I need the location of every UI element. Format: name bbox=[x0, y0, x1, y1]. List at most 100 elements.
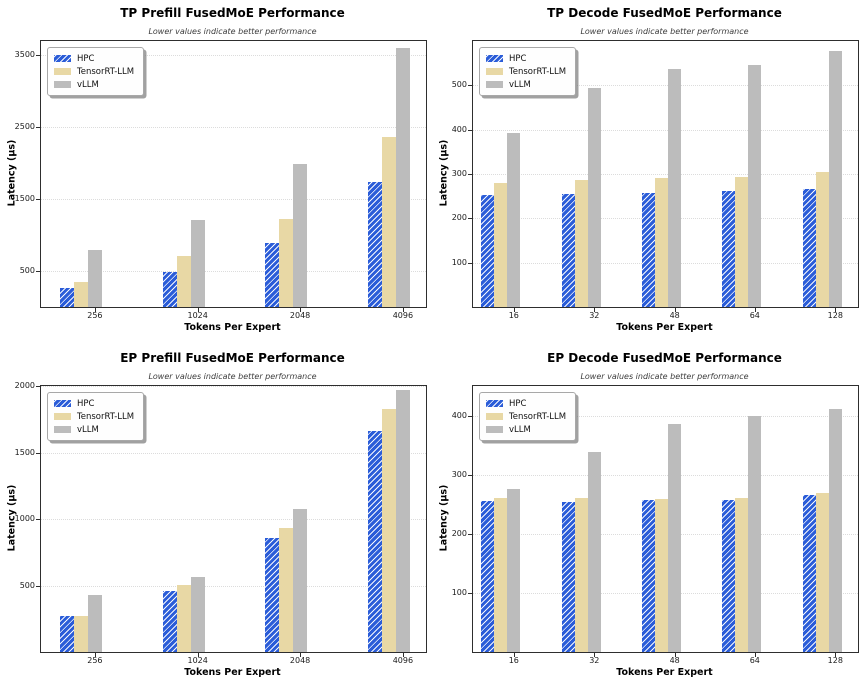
bar-tensorrt-llm-2048 bbox=[279, 527, 294, 652]
x-tick-mark bbox=[513, 307, 515, 312]
bar-vllm-16 bbox=[507, 489, 521, 652]
x-tick-label: 4096 bbox=[392, 656, 414, 665]
y-tick-label: 300 bbox=[451, 169, 467, 178]
bar-tensorrt-llm-1024 bbox=[176, 584, 191, 652]
y-tick-label: 1000 bbox=[14, 514, 35, 523]
legend-swatch-hpc bbox=[54, 400, 71, 407]
legend-label: vLLM bbox=[509, 424, 531, 435]
legend: HPC TensorRT-LLM vLLM bbox=[479, 47, 577, 96]
legend-swatch-hpc bbox=[54, 55, 71, 62]
legend-item-hpc: HPC bbox=[486, 397, 566, 410]
y-tick-mark bbox=[468, 174, 473, 175]
bar-vllm-128 bbox=[828, 409, 842, 652]
y-tick-mark bbox=[36, 386, 41, 387]
plot-area: 500 1000 1500 2000 256 1024 2048 4096 HPC TensorR… bbox=[15, 382, 427, 665]
bar-hpc-1024 bbox=[162, 272, 177, 307]
gridline bbox=[41, 127, 426, 129]
x-tick-label: 256 bbox=[87, 656, 103, 665]
legend-label: HPC bbox=[509, 398, 527, 409]
y-tick-mark bbox=[36, 271, 41, 273]
x-tick-label: 64 bbox=[749, 311, 760, 320]
legend-item-tensorrt-llm: TensorRT-LLM bbox=[54, 410, 134, 423]
bar-tensorrt-llm-16 bbox=[494, 498, 508, 652]
bar-hpc-128 bbox=[802, 189, 816, 307]
plot-area: 100 200 300 400 500 16 32 48 64 128 HPC TensorRT-LL… bbox=[452, 40, 859, 320]
bar-vllm-4096 bbox=[395, 48, 410, 307]
legend-label: HPC bbox=[509, 53, 527, 64]
bar-tensorrt-llm-4096 bbox=[381, 137, 396, 307]
plot-area: 500 1500 2500 3500 256 1024 2048 4096 HPC TensorR… bbox=[15, 40, 427, 320]
y-tick-label: 100 bbox=[451, 587, 467, 597]
chart-subtitle: Lower values indicate better performance bbox=[580, 27, 749, 36]
bar-tensorrt-llm-1024 bbox=[176, 255, 191, 307]
bar-vllm-1024 bbox=[190, 219, 205, 307]
bar-hpc-2048 bbox=[265, 537, 280, 652]
chart-ep-prefill: EP Prefill FusedMoE Performance Lower va… bbox=[0, 345, 432, 690]
bar-vllm-2048 bbox=[293, 164, 308, 307]
y-tick-mark bbox=[468, 85, 473, 87]
x-tick-mark bbox=[674, 307, 676, 312]
bar-tensorrt-llm-64 bbox=[735, 176, 749, 307]
x-tick-label: 4096 bbox=[392, 311, 414, 320]
bar-vllm-4096 bbox=[395, 390, 410, 652]
legend-swatch-tensorrt-llm bbox=[486, 413, 503, 420]
x-tick-label: 128 bbox=[827, 311, 843, 320]
legend-item-vllm: vLLM bbox=[54, 423, 134, 436]
y-tick-label: 2500 bbox=[14, 122, 35, 132]
gridline bbox=[41, 519, 426, 520]
gridline bbox=[41, 199, 426, 201]
bar-vllm-32 bbox=[587, 88, 601, 307]
bar-hpc-48 bbox=[642, 192, 656, 307]
y-tick-mark bbox=[36, 452, 41, 454]
x-tick-mark bbox=[754, 307, 756, 312]
y-tick-mark bbox=[468, 415, 473, 417]
gridline bbox=[473, 174, 858, 175]
y-tick-label: 500 bbox=[19, 580, 35, 590]
x-tick-mark bbox=[197, 307, 199, 312]
legend-item-tensorrt-llm: TensorRT-LLM bbox=[486, 410, 566, 423]
legend-item-hpc: HPC bbox=[54, 52, 134, 65]
bar-hpc-64 bbox=[722, 191, 736, 307]
x-axis-label: Tokens Per Expert bbox=[616, 322, 713, 333]
legend-label: vLLM bbox=[77, 79, 99, 90]
bar-tensorrt-llm-128 bbox=[815, 493, 829, 652]
gridline bbox=[41, 386, 426, 387]
legend-item-tensorrt-llm: TensorRT-LLM bbox=[486, 65, 566, 78]
x-tick-mark bbox=[402, 307, 404, 312]
bar-tensorrt-llm-32 bbox=[574, 497, 588, 652]
y-tick-label: 500 bbox=[451, 80, 467, 90]
y-tick-label: 1500 bbox=[14, 447, 35, 457]
bar-vllm-64 bbox=[748, 416, 762, 652]
y-tick-mark bbox=[468, 533, 473, 535]
bar-vllm-48 bbox=[668, 424, 682, 652]
bar-hpc-16 bbox=[481, 194, 495, 307]
chart-title: EP Decode FusedMoE Performance bbox=[547, 351, 782, 365]
bar-tensorrt-llm-48 bbox=[655, 178, 669, 307]
bar-tensorrt-llm-256 bbox=[73, 281, 88, 307]
legend-label: TensorRT-LLM bbox=[77, 411, 135, 422]
x-tick-mark bbox=[513, 652, 515, 657]
legend-item-hpc: HPC bbox=[486, 52, 566, 65]
legend-item-vllm: vLLM bbox=[54, 78, 134, 91]
bar-hpc-16 bbox=[481, 500, 495, 652]
x-tick-mark bbox=[300, 652, 302, 657]
chart-subtitle: Lower values indicate better performance bbox=[580, 372, 749, 381]
y-tick-mark bbox=[468, 218, 473, 220]
chart-subtitle: Lower values indicate better performance bbox=[148, 372, 317, 381]
x-tick-mark bbox=[94, 652, 96, 657]
y-tick-mark bbox=[468, 592, 473, 594]
legend-swatch-tensorrt-llm bbox=[486, 68, 503, 75]
x-axis-label: Tokens Per Expert bbox=[184, 322, 281, 333]
legend-swatch-vllm bbox=[54, 81, 71, 88]
legend-item-vllm: vLLM bbox=[486, 423, 566, 436]
x-tick-mark bbox=[835, 652, 837, 657]
y-tick-mark bbox=[36, 199, 41, 201]
legend-swatch-vllm bbox=[486, 426, 503, 433]
bar-hpc-256 bbox=[59, 616, 74, 652]
legend-swatch-tensorrt-llm bbox=[54, 68, 71, 75]
legend-swatch-hpc bbox=[486, 55, 503, 62]
bar-vllm-48 bbox=[668, 68, 682, 307]
x-tick-label: 2048 bbox=[289, 311, 311, 320]
chart-tp-decode: TP Decode FusedMoE Performance Lower val… bbox=[432, 0, 864, 345]
